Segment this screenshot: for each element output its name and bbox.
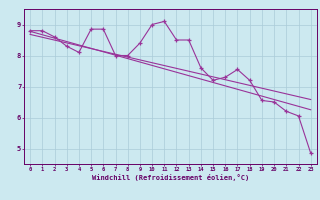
X-axis label: Windchill (Refroidissement éolien,°C): Windchill (Refroidissement éolien,°C): [92, 174, 249, 181]
